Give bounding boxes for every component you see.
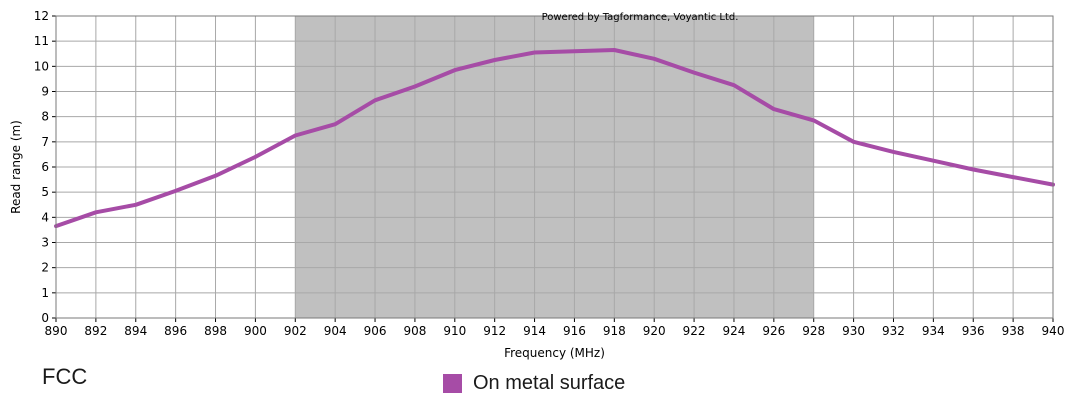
series-line-on-metal-surface xyxy=(54,48,1055,229)
tick-label-layer: 890 892 894 896 898 900 902 904 906 908 910 912 914 9… xyxy=(34,9,1065,338)
y-tick-label: 9 xyxy=(41,85,49,99)
x-tick-label: 932 xyxy=(882,324,905,338)
x-axis-label: Frequency (MHz) xyxy=(504,346,605,360)
grid-layer xyxy=(55,15,1054,319)
x-tick-label: 896 xyxy=(164,324,187,338)
x-tick-label: 922 xyxy=(683,324,706,338)
x-tick-label: 902 xyxy=(284,324,307,338)
x-tick-label: 894 xyxy=(124,324,147,338)
y-tick-label: 3 xyxy=(41,236,49,250)
y-tick-label: 0 xyxy=(41,311,49,325)
plot-frame xyxy=(55,15,1054,319)
x-tick-label: 912 xyxy=(483,324,506,338)
x-tick-label: 910 xyxy=(443,324,466,338)
x-tick-label: 914 xyxy=(523,324,546,338)
y-tick-label: 10 xyxy=(34,59,49,73)
y-tick-label: 4 xyxy=(41,210,49,224)
x-tick-label: 908 xyxy=(403,324,426,338)
x-tick-label: 916 xyxy=(563,324,586,338)
x-tick-label: 934 xyxy=(922,324,945,338)
y-tick-label: 12 xyxy=(34,9,49,23)
y-tick-label: 5 xyxy=(41,185,49,199)
region-label: FCC xyxy=(42,364,88,389)
y-tick-label: 6 xyxy=(41,160,49,174)
legend-label: On metal surface xyxy=(473,372,626,394)
x-tick-label: 928 xyxy=(802,324,825,338)
x-tick-label: 920 xyxy=(643,324,666,338)
axis-layer xyxy=(52,15,1054,322)
x-tick-label: 936 xyxy=(962,324,985,338)
x-tick-label: 924 xyxy=(723,324,746,338)
series-layer xyxy=(54,48,1055,229)
x-tick-label: 926 xyxy=(762,324,785,338)
y-tick-label: 1 xyxy=(41,286,49,300)
x-tick-label: 892 xyxy=(84,324,107,338)
legend-swatch xyxy=(443,374,462,393)
x-tick-label: 906 xyxy=(364,324,387,338)
x-tick-label: 900 xyxy=(244,324,267,338)
x-tick-label: 918 xyxy=(603,324,626,338)
x-tick-label: 930 xyxy=(842,324,865,338)
legend: On metal surface xyxy=(443,372,625,395)
x-tick-label: 898 xyxy=(204,324,227,338)
x-tick-label: 940 xyxy=(1042,324,1065,338)
y-tick-label: 8 xyxy=(41,110,49,124)
y-tick-label: 11 xyxy=(34,34,49,48)
x-tick-label: 904 xyxy=(324,324,347,338)
y-tick-label: 7 xyxy=(41,135,49,149)
watermark-annotation: Powered by Tagformance, Voyantic Ltd. xyxy=(542,12,739,23)
x-tick-label: 890 xyxy=(45,324,68,338)
x-tick-label: 938 xyxy=(1002,324,1025,338)
y-axis-label: Read range (m) xyxy=(9,120,23,214)
y-tick-label: 2 xyxy=(41,261,49,275)
